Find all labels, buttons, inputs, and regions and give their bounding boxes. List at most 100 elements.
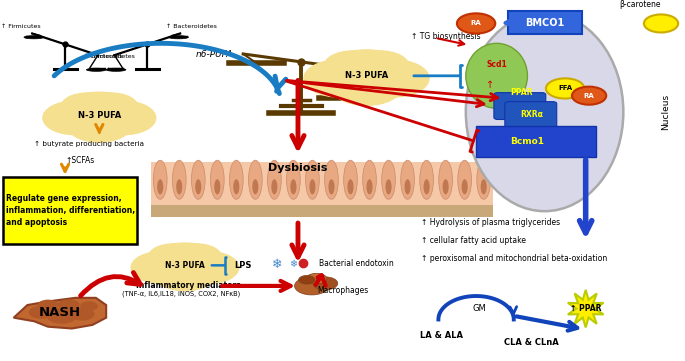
FancyBboxPatch shape: [494, 93, 546, 119]
Text: ↑ Hydrolysis of plasma triglycerides: ↑ Hydrolysis of plasma triglycerides: [421, 218, 560, 226]
Circle shape: [351, 51, 409, 81]
Circle shape: [67, 108, 132, 142]
Ellipse shape: [401, 160, 414, 199]
Ellipse shape: [347, 179, 353, 194]
FancyBboxPatch shape: [3, 177, 137, 244]
Text: Dysbiosis: Dysbiosis: [269, 163, 327, 173]
Ellipse shape: [310, 179, 316, 194]
Text: Inflammatory mediators: Inflammatory mediators: [136, 281, 240, 290]
Circle shape: [61, 93, 112, 120]
Ellipse shape: [234, 179, 239, 194]
Text: ↓ Bacteroidetes: ↓ Bacteroidetes: [84, 54, 135, 59]
Text: N-3 PUFA: N-3 PUFA: [165, 261, 205, 270]
Text: BMCO1: BMCO1: [525, 18, 564, 27]
Ellipse shape: [157, 179, 163, 194]
Ellipse shape: [191, 160, 205, 199]
Text: Macrophages: Macrophages: [317, 286, 368, 295]
Text: ↑ PPAR: ↑ PPAR: [570, 304, 601, 313]
Text: ↑SCFAs: ↑SCFAs: [65, 156, 95, 165]
Circle shape: [358, 60, 429, 97]
Text: ↓ Firmicutes: ↓ Firmicutes: [83, 54, 123, 59]
Circle shape: [29, 306, 53, 319]
Circle shape: [86, 93, 138, 120]
Ellipse shape: [466, 43, 527, 108]
Text: ↑ butyrate producing bacteria: ↑ butyrate producing bacteria: [34, 142, 144, 147]
Ellipse shape: [439, 160, 453, 199]
Text: Regulate gene expression,
inflammation, differentiation,
and apoptosis: Regulate gene expression, inflammation, …: [5, 194, 135, 227]
Ellipse shape: [86, 68, 106, 71]
Ellipse shape: [306, 160, 319, 199]
Ellipse shape: [328, 179, 334, 194]
Ellipse shape: [382, 160, 395, 199]
Ellipse shape: [290, 179, 297, 194]
Ellipse shape: [458, 160, 471, 199]
Circle shape: [42, 101, 107, 135]
Circle shape: [317, 50, 416, 102]
Text: NASH: NASH: [39, 306, 82, 319]
Text: RA: RA: [471, 21, 482, 26]
Ellipse shape: [466, 13, 623, 211]
Circle shape: [55, 92, 144, 139]
Ellipse shape: [106, 68, 126, 71]
Text: (TNF-α, IL6,IL18, iNOS, COX2, NFκB): (TNF-α, IL6,IL18, iNOS, COX2, NFκB): [123, 291, 240, 297]
Ellipse shape: [462, 179, 468, 194]
Circle shape: [304, 60, 375, 97]
Text: FFA: FFA: [558, 86, 572, 91]
Ellipse shape: [443, 179, 449, 194]
Text: RXRα: RXRα: [521, 110, 543, 119]
Ellipse shape: [24, 36, 44, 39]
Text: ↑ Firmicutes: ↑ Firmicutes: [1, 24, 40, 29]
Ellipse shape: [366, 179, 373, 194]
Ellipse shape: [362, 160, 376, 199]
Text: Bacterial endotoxin: Bacterial endotoxin: [319, 259, 393, 268]
Text: PPAR: PPAR: [510, 88, 533, 97]
Polygon shape: [568, 290, 603, 327]
Ellipse shape: [325, 160, 338, 199]
FancyBboxPatch shape: [151, 205, 493, 217]
FancyBboxPatch shape: [508, 11, 582, 34]
Circle shape: [58, 299, 79, 311]
Text: LA & ALA: LA & ALA: [421, 331, 463, 340]
Circle shape: [38, 300, 58, 310]
Ellipse shape: [173, 160, 186, 199]
Ellipse shape: [153, 160, 167, 199]
FancyBboxPatch shape: [476, 126, 596, 157]
Circle shape: [47, 308, 77, 324]
Polygon shape: [14, 298, 106, 329]
Text: CLA & CLnA: CLA & CLnA: [503, 338, 558, 347]
Text: ❄: ❄: [289, 259, 297, 269]
Text: Nucleus: Nucleus: [661, 94, 670, 130]
Circle shape: [80, 301, 98, 311]
Text: LPS: LPS: [234, 261, 252, 270]
Text: Scd1: Scd1: [486, 61, 507, 69]
Circle shape: [131, 252, 192, 284]
Ellipse shape: [420, 160, 434, 199]
Text: n3-PUFA: n3-PUFA: [373, 66, 410, 75]
Text: ↑ TG biosynthesis: ↑ TG biosynthesis: [411, 32, 481, 40]
Text: N-3 PUFA: N-3 PUFA: [345, 71, 388, 80]
Ellipse shape: [229, 160, 243, 199]
Circle shape: [177, 252, 239, 284]
Text: ❄: ❄: [272, 258, 283, 271]
Text: RA: RA: [584, 93, 595, 99]
Circle shape: [306, 273, 327, 284]
Ellipse shape: [210, 160, 224, 199]
Ellipse shape: [481, 179, 487, 194]
Text: ↑ cellular fatty acid uptake: ↑ cellular fatty acid uptake: [421, 236, 526, 244]
Ellipse shape: [214, 179, 221, 194]
Ellipse shape: [271, 179, 277, 194]
Ellipse shape: [286, 160, 300, 199]
Circle shape: [313, 277, 338, 290]
Circle shape: [172, 244, 221, 270]
Ellipse shape: [344, 160, 358, 199]
Circle shape: [295, 277, 329, 295]
Ellipse shape: [477, 160, 490, 199]
Ellipse shape: [386, 179, 392, 194]
Circle shape: [457, 13, 495, 34]
Circle shape: [154, 258, 216, 291]
Text: ↑ Bacteroidetes: ↑ Bacteroidetes: [166, 24, 217, 29]
Text: Bcmo1: Bcmo1: [510, 137, 544, 146]
Ellipse shape: [405, 179, 410, 194]
Circle shape: [331, 68, 402, 105]
Text: n6-PUFA: n6-PUFA: [195, 50, 233, 59]
